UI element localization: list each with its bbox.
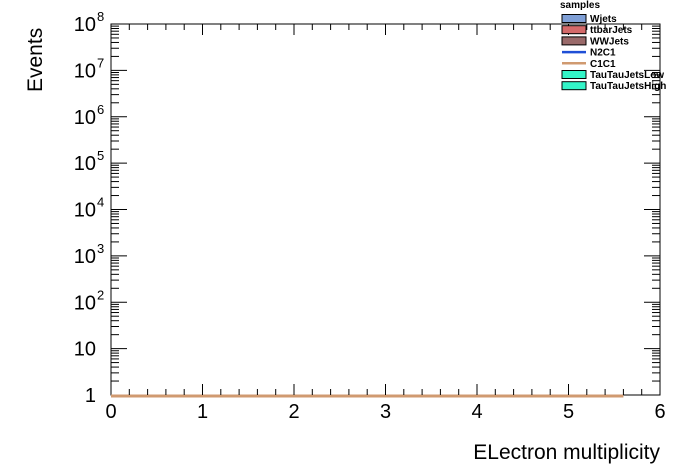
legend-swatch (561, 81, 587, 91)
legend-label: C1C1 (590, 59, 616, 70)
legend-label: TauTauJetsLow (590, 70, 664, 81)
y-tick-exponent: 3 (97, 241, 104, 256)
y-tick-label: 10 (74, 292, 96, 314)
y-tick-exponent: 7 (97, 55, 104, 70)
x-tick-label: 0 (105, 401, 116, 423)
y-tick-label: 10 (74, 60, 96, 82)
y-tick-label: 10 (74, 339, 96, 361)
x-tick-label: 2 (288, 401, 299, 423)
x-tick-label: 1 (197, 401, 208, 423)
y-tick-label: 1 (85, 385, 96, 407)
legend-swatch (561, 25, 587, 35)
y-tick-label: 10 (74, 153, 96, 175)
legend-label: N2C1 (590, 48, 616, 59)
y-tick-exponent: 5 (97, 148, 104, 163)
legend: samples WjetsttbarJetsWWJetsN2C1C1C1TauT… (560, 0, 666, 92)
y-tick-label: 10 (74, 107, 96, 129)
x-tick-label: 5 (563, 401, 574, 423)
plot-frame (110, 23, 661, 396)
y-tick-exponent: 4 (97, 195, 104, 210)
legend-swatch (561, 70, 587, 79)
legend-label: WWJets (590, 36, 629, 47)
legend-title: samples (560, 0, 600, 11)
y-axis-title: Events (24, 28, 47, 92)
legend-label: ttbarJets (590, 25, 633, 36)
y-tick-label: 10 (74, 246, 96, 268)
x-tick-label: 6 (654, 401, 665, 423)
x-axis-title: ELectron multiplicity (473, 441, 660, 464)
x-axis: 0 1 2 3 4 5 6 (105, 24, 666, 423)
legend-swatch (561, 36, 587, 46)
legend-label: TauTauJetsHigh (590, 81, 666, 92)
legend-label: Wjets (590, 14, 617, 25)
y-tick-label: 10 (74, 14, 96, 36)
x-tick-label: 3 (380, 401, 391, 423)
y-tick-exponent: 2 (97, 287, 104, 302)
y-tick-exponent: 6 (97, 102, 104, 117)
y-tick-label: 10 (74, 200, 96, 222)
y-tick-exponent: 8 (97, 9, 104, 24)
legend-swatch (561, 14, 587, 23)
x-tick-label: 4 (471, 401, 482, 423)
